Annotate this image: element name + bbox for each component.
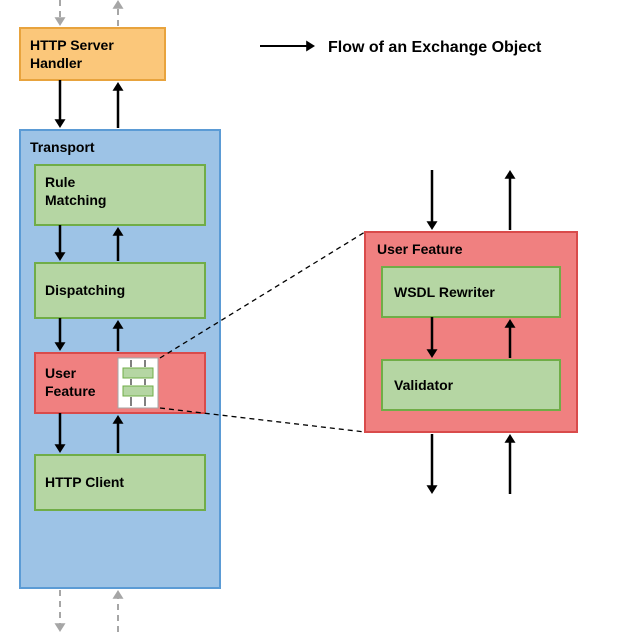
arrowhead	[55, 119, 66, 128]
rule-matching-label-1: Rule	[45, 174, 76, 190]
legend-label: Flow of an Exchange Object	[328, 39, 542, 56]
user-feature-mini-bot	[123, 386, 153, 396]
arrowhead	[505, 170, 516, 179]
arrowhead	[55, 17, 66, 26]
rule-matching-label-2: Matching	[45, 192, 106, 208]
dispatching-label: Dispatching	[45, 282, 125, 298]
user-feature-mini-bg	[118, 358, 158, 408]
arrowhead	[427, 221, 438, 230]
http-server-handler-box	[20, 28, 165, 80]
arrowhead	[427, 485, 438, 494]
arrowhead	[113, 0, 124, 9]
user-feature-label-2: Feature	[45, 383, 96, 399]
transport-label: Transport	[30, 139, 95, 155]
arrowhead	[55, 623, 66, 632]
http-server-handler-label-2: Handler	[30, 55, 83, 71]
http-server-handler-label-1: HTTP Server	[30, 37, 114, 53]
arrowhead	[505, 434, 516, 443]
http-client-label: HTTP Client	[45, 474, 124, 490]
arrowhead	[113, 82, 124, 91]
user-feature-label-1: User	[45, 365, 77, 381]
wsdl-rewriter-label: WSDL Rewriter	[394, 284, 495, 300]
user-feature-expanded-label: User Feature	[377, 241, 463, 257]
arrowhead	[113, 590, 124, 599]
user-feature-mini-top	[123, 368, 153, 378]
arrowhead	[306, 41, 315, 52]
validator-label: Validator	[394, 377, 454, 393]
